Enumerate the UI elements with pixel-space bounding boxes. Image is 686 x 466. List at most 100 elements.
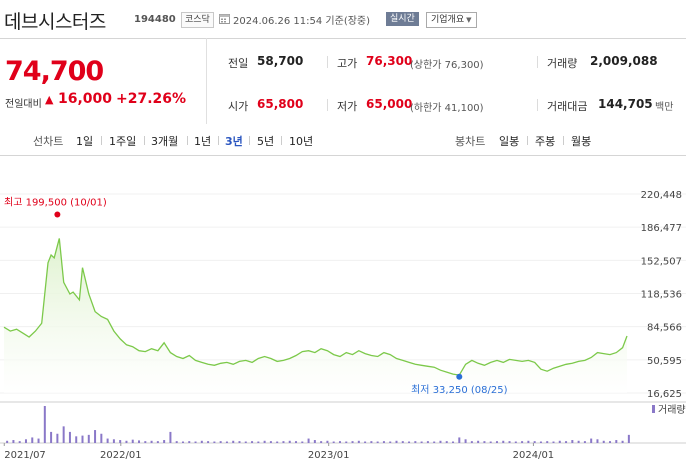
volume-bar <box>24 439 27 443</box>
volume-bar <box>502 440 505 443</box>
volume-bar <box>577 440 580 443</box>
volume-bar <box>546 441 549 443</box>
lower-limit: (하한가 41,100) <box>410 103 484 114</box>
volume-bar <box>138 440 141 443</box>
y-tick-label: 186,477 <box>641 223 682 234</box>
volume-bar <box>12 440 15 443</box>
volume-bar <box>244 441 247 443</box>
volume-bar <box>439 440 442 443</box>
prev-close-value: 58,700 <box>257 54 304 68</box>
tab-3m[interactable]: 3개월 <box>151 135 179 148</box>
tab-1d[interactable]: 1일 <box>76 135 94 148</box>
low-marker <box>456 373 463 380</box>
tab-5y[interactable]: 5년 <box>257 135 275 148</box>
tab-weekly[interactable]: 주봉 <box>535 135 556 148</box>
volume-bar <box>351 441 354 443</box>
volume-bar <box>194 441 197 443</box>
tab-1w[interactable]: 1주일 <box>109 135 137 148</box>
x-tick-label: 2021/07 <box>4 450 46 461</box>
volume-bar <box>100 433 103 443</box>
y-tick-label: 118,536 <box>641 290 682 301</box>
high-marker <box>54 211 61 218</box>
volume-bar <box>62 426 65 443</box>
price-area-fill <box>4 238 627 393</box>
tab-3y[interactable]: 3년 <box>225 135 243 148</box>
realtime-button[interactable]: 실시간 <box>386 12 419 26</box>
volume-bar <box>326 440 329 443</box>
volume-bar <box>565 441 568 443</box>
volume-legend-label: 거래량 <box>658 404 686 416</box>
amount-value: 144,705 <box>598 97 653 111</box>
divider <box>327 56 328 68</box>
volume-bar <box>483 441 486 443</box>
volume-bar <box>470 441 473 443</box>
x-tick-label: 2022/01 <box>100 450 142 461</box>
chart-tabs-bar <box>0 125 686 156</box>
volume-bar <box>376 441 379 443</box>
volume-bar <box>207 441 210 443</box>
volume-bar <box>452 441 455 443</box>
volume-bar <box>609 441 612 443</box>
volume-bar <box>225 441 228 443</box>
volume-bar <box>87 434 90 443</box>
volume-bar <box>477 440 480 443</box>
tab-monthly[interactable]: 월봉 <box>571 135 592 148</box>
company-overview-dropdown[interactable]: 기업개요 ▼ <box>426 12 477 28</box>
up-arrow-icon: ▲ <box>45 93 54 106</box>
divider <box>281 136 282 145</box>
volume-bar <box>301 441 304 443</box>
volume-bar <box>433 441 436 443</box>
volume-bar <box>156 441 159 443</box>
volume-chart: 거래량 <box>0 401 686 444</box>
volume-bar <box>219 441 222 443</box>
y-tick-label: 84,566 <box>647 323 682 334</box>
volume-bar <box>75 436 78 443</box>
y-tick-label: 50,595 <box>647 356 682 367</box>
volume-legend-swatch <box>652 405 655 413</box>
change-label: 전일대비 <box>5 99 42 110</box>
volume-bar <box>338 441 341 443</box>
volume-bar <box>389 441 392 443</box>
tab-10y[interactable]: 10년 <box>289 135 314 148</box>
price-chart[interactable]: 220,448 186,477 152,507 118,536 84,566 50,595… <box>0 156 686 466</box>
volume-bar <box>395 440 398 443</box>
volume-bar <box>6 440 9 443</box>
volume-bar <box>163 440 166 443</box>
high-label: 고가 <box>337 57 358 70</box>
upper-limit: (상한가 76,300) <box>410 60 484 71</box>
volume-bar <box>56 433 59 443</box>
volume-value: 2,009,088 <box>590 54 658 68</box>
timestamp: 2024.06.26 11:54 기준(장중) <box>233 16 371 27</box>
tab-daily[interactable]: 일봉 <box>499 135 520 148</box>
volume-bar <box>420 441 423 443</box>
volume-bar <box>50 431 53 443</box>
volume-bar <box>382 441 385 443</box>
volume-bar <box>345 441 348 443</box>
y-axis: 220,448 186,477 152,507 118,536 84,566 50,595… <box>641 190 682 400</box>
volume-bar <box>332 441 335 443</box>
price-area <box>3 238 628 393</box>
amount-unit: 백만 <box>655 102 674 113</box>
open-value: 65,800 <box>257 97 304 111</box>
volume-bar <box>370 441 373 443</box>
open-label: 시가 <box>228 100 249 113</box>
chart-markers: 최고 199,500 (10/01) 최저 33,250 (08/25) <box>4 196 508 395</box>
divider <box>144 136 145 145</box>
volume-bar <box>112 439 115 443</box>
amount-label: 거래대금 <box>547 100 588 113</box>
change-amount: 16,000 <box>58 91 113 107</box>
tab-1y[interactable]: 1년 <box>194 135 212 148</box>
volume-bar <box>188 441 191 443</box>
divider <box>327 99 328 111</box>
volume-bar <box>527 440 530 443</box>
current-price: 74,700 <box>5 56 104 87</box>
volume-bar <box>288 440 291 443</box>
volume-bar <box>125 440 128 443</box>
volume-bar <box>621 440 624 443</box>
volume-bar <box>533 441 536 443</box>
volume-bar <box>426 441 429 443</box>
volume-bar <box>150 440 153 443</box>
prev-close-label: 전일 <box>228 57 249 70</box>
stock-code: 194480 <box>134 14 176 25</box>
volume-bar <box>43 406 46 443</box>
